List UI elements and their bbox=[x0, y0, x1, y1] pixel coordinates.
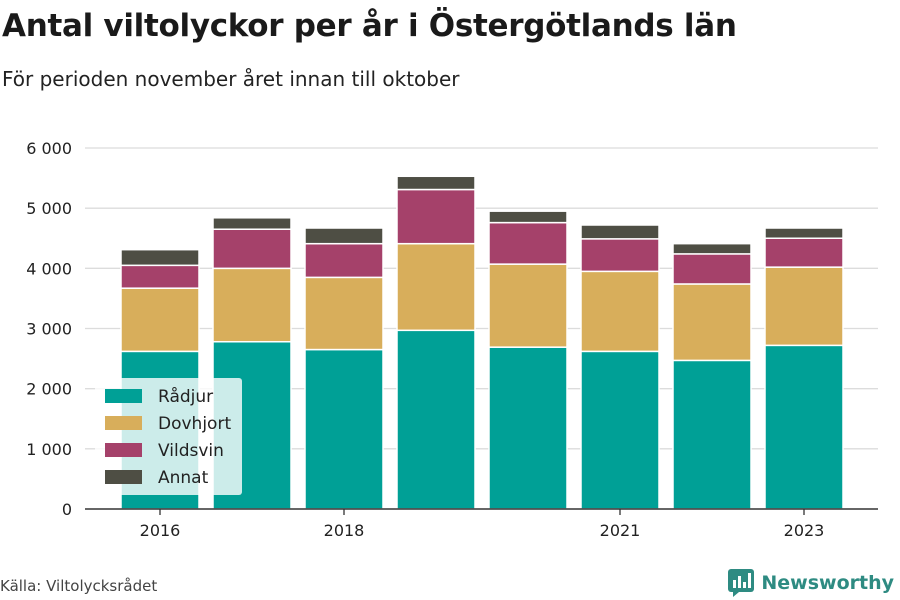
legend-swatch bbox=[105, 470, 142, 484]
y-tick-label: 3 000 bbox=[26, 320, 72, 339]
bar-segment bbox=[396, 329, 476, 510]
y-tick-label: 1 000 bbox=[26, 440, 72, 459]
chart-title: Antal viltolyckor per år i Östergötlands… bbox=[2, 8, 737, 44]
bar-segment bbox=[764, 344, 844, 510]
bar-segment bbox=[304, 276, 384, 351]
source-note: Källa: Viltolycksrådet bbox=[0, 577, 158, 595]
bar-segment bbox=[488, 210, 568, 224]
legend-swatch bbox=[105, 443, 142, 457]
bar-segment bbox=[120, 248, 200, 267]
bar-segment bbox=[672, 253, 752, 285]
brand-logo[interactable]: Newsworthy bbox=[727, 568, 894, 598]
bar-segment bbox=[396, 188, 476, 245]
bar-segment bbox=[304, 242, 384, 279]
x-tick-label: 2023 bbox=[784, 521, 825, 540]
y-tick-label: 4 000 bbox=[26, 259, 72, 278]
bar-segment bbox=[488, 221, 568, 265]
bar-segment bbox=[120, 287, 200, 353]
bar-segment bbox=[580, 270, 660, 353]
chart-subtitle: För perioden november året innan till ok… bbox=[2, 67, 460, 91]
bar-segment bbox=[488, 346, 568, 510]
bar-segment bbox=[672, 359, 752, 510]
bar-segment bbox=[304, 348, 384, 510]
bar-segment bbox=[212, 228, 292, 270]
newsworthy-logo-icon bbox=[728, 569, 755, 597]
y-tick-label: 0 bbox=[62, 500, 72, 519]
bar-segment bbox=[764, 237, 844, 268]
bar-segment bbox=[396, 242, 476, 332]
bar-segment bbox=[580, 224, 660, 240]
legend-label: Dovhjort bbox=[158, 414, 231, 434]
brand-name: Newsworthy bbox=[761, 572, 894, 594]
legend-swatch bbox=[105, 389, 142, 403]
legend-box bbox=[95, 378, 242, 495]
bar-segment bbox=[672, 242, 752, 255]
legend-swatch bbox=[105, 416, 142, 430]
bar-segment bbox=[396, 175, 476, 191]
bar-segment bbox=[212, 267, 292, 343]
bar-segment bbox=[764, 227, 844, 240]
y-tick-label: 2 000 bbox=[26, 380, 72, 399]
y-tick-label: 5 000 bbox=[26, 199, 72, 218]
x-tick-label: 2021 bbox=[600, 521, 641, 540]
bar-segment bbox=[212, 217, 292, 230]
legend-label: Rådjur bbox=[158, 386, 213, 407]
bar-segment bbox=[120, 264, 200, 289]
legend-label: Vildsvin bbox=[158, 441, 224, 461]
x-tick-label: 2016 bbox=[140, 521, 181, 540]
bar-segment bbox=[764, 266, 844, 347]
bar-segment bbox=[488, 263, 568, 348]
bar-segment bbox=[580, 238, 660, 273]
bar-segment bbox=[304, 227, 384, 245]
legend-label: Annat bbox=[158, 468, 209, 488]
y-tick-label: 6 000 bbox=[26, 139, 72, 158]
x-tick-label: 2018 bbox=[324, 521, 365, 540]
bar-segment bbox=[672, 283, 752, 362]
bar-segment bbox=[580, 350, 660, 510]
